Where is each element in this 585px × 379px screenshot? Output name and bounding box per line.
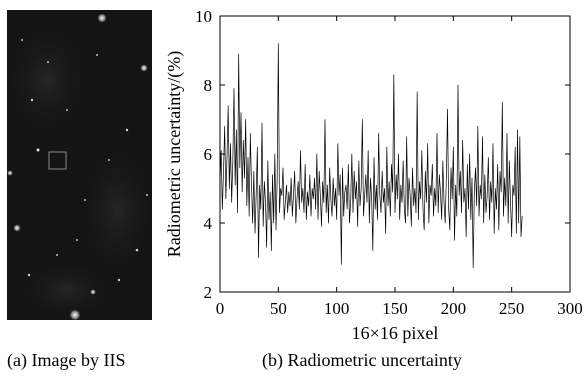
x-tick-label: 200: [441, 299, 467, 318]
y-tick-label: 8: [204, 76, 213, 95]
plot-area: 0 50 100 150 200 250 300 2 4 6 8 10 16×16 pixel Radio…: [164, 7, 583, 343]
x-axis-label: 16×16 pixel: [352, 323, 439, 343]
star: [96, 54, 98, 56]
bright-star: [13, 224, 21, 232]
image-haze: [7, 20, 92, 140]
star: [125, 128, 129, 132]
star: [146, 194, 148, 196]
y-tick-label: 2: [204, 283, 213, 302]
star: [56, 254, 58, 256]
star: [135, 248, 139, 252]
x-tick-label: 0: [216, 299, 225, 318]
y-tick-label: 6: [204, 145, 213, 164]
caption-radiometric-uncertainty: (b) Radiometric uncertainty: [262, 350, 462, 370]
star: [47, 61, 49, 63]
radiometric-uncertainty-chart: 0 50 100 150 200 250 300 2 4 6 8 10 16×16 pixel Radio…: [164, 7, 583, 343]
bright-star: [97, 13, 107, 23]
y-tick-label: 10: [195, 7, 212, 26]
star: [108, 159, 110, 161]
x-tick-label: 100: [324, 299, 350, 318]
y-axis-label: Radiometric uncertainty/(%): [164, 51, 185, 257]
star: [30, 98, 34, 102]
uncertainty-series-line: [219, 43, 523, 269]
bright-star: [7, 170, 13, 176]
x-tick-label: 300: [557, 299, 583, 318]
image-haze: [17, 260, 117, 320]
bright-star: [140, 64, 148, 72]
iis-image: [7, 10, 152, 320]
x-tick-label: 250: [499, 299, 524, 318]
x-tick-label: 50: [270, 299, 287, 318]
star: [84, 199, 86, 201]
star: [36, 148, 40, 152]
x-tick-label: 150: [382, 299, 408, 318]
image-haze: [77, 140, 152, 280]
caption-image-by-iis: (a) Image by IIS: [7, 350, 126, 370]
star: [21, 39, 23, 41]
bright-star: [69, 309, 81, 320]
roi-box: [48, 151, 67, 170]
star: [27, 273, 31, 277]
y-tick-label: 4: [204, 214, 213, 233]
star: [117, 278, 121, 282]
bright-star: [90, 289, 96, 295]
star: [66, 109, 68, 111]
star: [76, 239, 78, 241]
